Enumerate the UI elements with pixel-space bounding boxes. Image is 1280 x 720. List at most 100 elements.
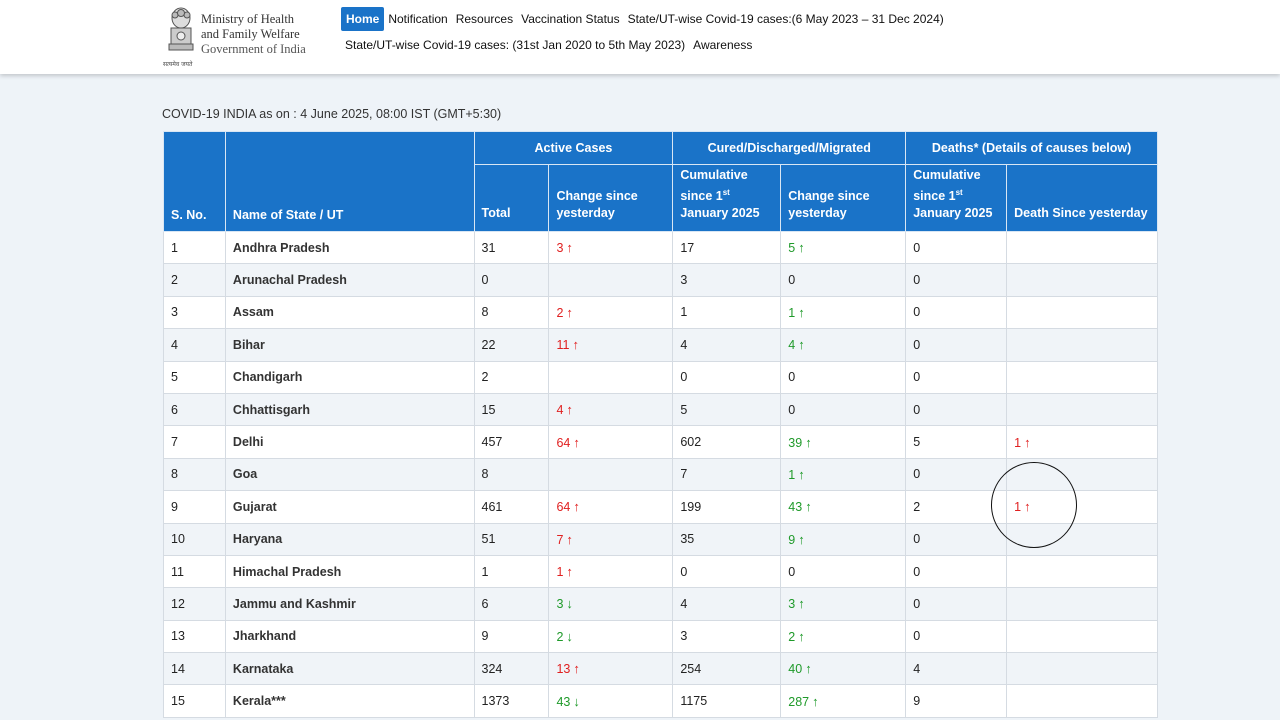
arrow-down-icon: ↓ (566, 628, 573, 644)
deaths-total-cell: 0 (905, 587, 1008, 621)
cured-change-cell-value: 0 (788, 564, 796, 579)
state-name-cell: Delhi (224, 425, 475, 459)
state-name-cell: Chandigarh (224, 360, 475, 394)
death-change-cell-value: 1 (1014, 500, 1022, 515)
cured-change-cell-value: 3 (788, 597, 796, 612)
cured-total-cell: 0 (672, 554, 782, 589)
cured-change-cell: 287 ↑ (780, 684, 907, 718)
active-change-cell-value: 64 (556, 435, 571, 450)
col-sno: S. No. (163, 131, 226, 232)
death-change-cell (1006, 684, 1158, 718)
active-total-cell: 1373 (473, 684, 550, 718)
sno-cell: 10 (163, 522, 226, 556)
group-active-cases: Active Cases (473, 131, 674, 165)
cured-total-cell: 7 (672, 457, 782, 492)
deaths-total-cell: 0 (905, 360, 1008, 394)
logo-line-1: Ministry of Health (201, 12, 295, 26)
active-change-cell-value: 7 (556, 532, 564, 547)
cured-total-cell: 199 (672, 490, 782, 524)
table-row: 13 Jharkhand 9 2 ↓ 3 2 ↑ 0 (163, 619, 1158, 654)
active-change-cell: 4 ↑ (548, 392, 674, 427)
active-total-cell: 31 (473, 230, 550, 265)
active-change-cell-value: 1 (556, 565, 564, 580)
cured-change-cell: 0 (780, 263, 907, 297)
cured-change-cell-value: 2 (788, 629, 796, 644)
sno-cell: 11 (163, 554, 226, 589)
arrow-up-icon: ↑ (805, 661, 812, 677)
death-change-cell: 1 ↑ (1006, 425, 1158, 459)
ministry-logo[interactable]: सत्यमेव जयते Ministry of Health and Fami… (163, 4, 323, 70)
motto-text: सत्यमेव जयते (163, 60, 193, 68)
active-change-cell-value: 3 (556, 241, 564, 256)
deaths-total-cell: 0 (905, 457, 1008, 492)
table-body: 1 Andhra Pradesh 31 3 ↑ 17 5 ↑ 0 2 Arunachal Prade… (163, 230, 1158, 718)
death-change-cell (1006, 392, 1158, 427)
cured-change-cell: 9 ↑ (780, 522, 907, 556)
nav-resources[interactable]: Resources (455, 12, 514, 26)
active-change-cell: 2 ↓ (548, 619, 674, 654)
cured-total-cell: 1175 (672, 684, 782, 718)
cured-change-cell-value: 9 (788, 532, 796, 547)
deaths-total-cell: 0 (905, 522, 1008, 556)
state-name-cell: Himachal Pradesh (224, 554, 475, 589)
arrow-up-icon: ↑ (1024, 434, 1031, 450)
cured-change-cell-value: 0 (788, 402, 796, 417)
main-nav: Home Notification Resources Vaccination … (341, 7, 1261, 56)
table-row: 10 Haryana 51 7 ↑ 35 9 ↑ 0 (163, 522, 1158, 556)
active-change-cell: 7 ↑ (548, 522, 674, 556)
cured-total-cell: 3 (672, 619, 782, 654)
active-total-cell: 461 (473, 490, 550, 524)
sno-cell: 13 (163, 619, 226, 654)
sno-cell: 1 (163, 230, 226, 265)
arrow-up-icon: ↑ (798, 596, 805, 612)
arrow-up-icon: ↑ (566, 240, 573, 256)
active-total-cell: 2 (473, 360, 550, 394)
nav-statewise-2023-2024[interactable]: State/UT-wise Covid-19 cases:(6 May 2023… (627, 12, 944, 26)
state-name-cell: Karnataka (224, 652, 475, 686)
death-change-cell (1006, 587, 1158, 621)
death-change-cell (1006, 360, 1158, 394)
sno-cell: 2 (163, 263, 226, 297)
cured-change-cell: 3 ↑ (780, 587, 907, 621)
table-row: 8 Goa 8 7 1 ↑ 0 (163, 457, 1158, 492)
active-total-cell: 8 (473, 457, 550, 492)
arrow-up-icon: ↑ (572, 337, 579, 353)
active-change-cell: 1 ↑ (548, 554, 674, 589)
state-name-cell: Kerala*** (224, 684, 475, 718)
death-change-cell (1006, 295, 1158, 330)
nav-notification[interactable]: Notification (388, 12, 448, 26)
active-change-cell: 11 ↑ (548, 328, 674, 362)
col-death-since: Death Since yesterday (1006, 164, 1158, 232)
state-name-cell: Assam (224, 295, 475, 330)
state-name-cell: Gujarat (224, 490, 475, 524)
death-change-cell (1006, 457, 1158, 492)
cured-change-cell: 1 ↑ (780, 295, 907, 330)
deaths-total-cell: 5 (905, 425, 1008, 459)
cured-change-cell-value: 0 (788, 370, 796, 385)
nav-awareness[interactable]: Awareness (693, 38, 753, 52)
nav-statewise-2020-2023[interactable]: State/UT-wise Covid-19 cases: (31st Jan … (345, 38, 686, 52)
active-change-cell: 64 ↑ (548, 425, 674, 459)
cured-change-cell: 0 (780, 392, 907, 427)
arrow-up-icon: ↑ (573, 434, 580, 450)
col-deaths-cumulative: Cumulative since 1st January 2025 (905, 164, 1008, 232)
arrow-up-icon: ↑ (812, 693, 819, 709)
active-change-cell-value: 64 (556, 500, 571, 515)
active-change-cell-value: 4 (556, 403, 564, 418)
nav-home[interactable]: Home (341, 7, 385, 31)
sno-cell: 15 (163, 684, 226, 718)
state-name-cell: Jammu and Kashmir (224, 587, 475, 621)
cured-change-cell: 2 ↑ (780, 619, 907, 654)
nav-vaccination-status[interactable]: Vaccination Status (521, 12, 620, 26)
cured-change-cell: 0 (780, 554, 907, 589)
cured-total-cell: 602 (672, 425, 782, 459)
active-change-cell-value: 13 (556, 662, 571, 677)
active-change-cell (548, 263, 674, 297)
sno-cell: 6 (163, 392, 226, 427)
cured-change-cell: 43 ↑ (780, 490, 907, 524)
arrow-up-icon: ↑ (805, 434, 812, 450)
active-change-cell-value: 3 (556, 597, 564, 612)
cured-total-cell: 0 (672, 360, 782, 394)
arrow-down-icon: ↓ (566, 596, 573, 612)
arrow-up-icon: ↑ (566, 564, 573, 580)
